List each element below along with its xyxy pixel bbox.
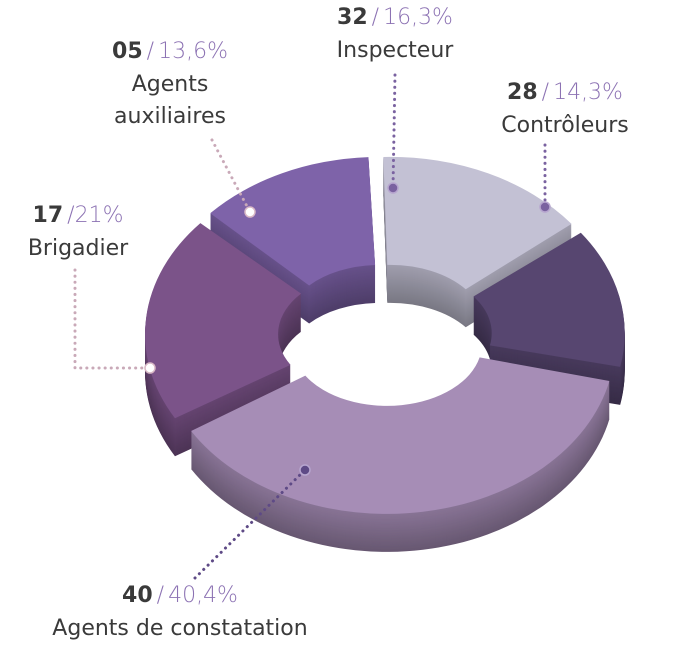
count-label: 32: [337, 5, 368, 30]
separator: /: [371, 5, 380, 30]
leader-dot: [144, 362, 156, 374]
slice-label: 05/13,6% Agents auxiliaires: [95, 36, 245, 133]
slice-label: 17/21% Brigadier: [28, 200, 128, 265]
slice: [210, 157, 376, 286]
value-label: 13,6%: [158, 39, 228, 64]
count-label: 28: [507, 80, 538, 105]
leader-line: [391, 73, 397, 190]
category-label: Agents de constatation: [52, 616, 308, 641]
separator: /: [146, 39, 155, 64]
slice: [191, 357, 610, 514]
value-label: 14,3%: [553, 80, 623, 105]
slice: [145, 223, 302, 419]
category-label: Brigadier: [27, 236, 129, 261]
leader-line: [73, 268, 152, 370]
value-label: 40,4%: [168, 583, 238, 608]
count-label: 05: [112, 39, 143, 64]
slice-label: 28/14,3% Contrôleurs: [501, 77, 629, 142]
slice-label: 40/40,4% Agents de constatation: [52, 580, 307, 645]
leader-line: [193, 468, 307, 580]
separator: /: [67, 203, 75, 228]
category-label: Contrôleurs: [501, 113, 629, 138]
slice: [383, 156, 572, 290]
leader-dot: [539, 201, 551, 213]
count-label: 40: [122, 583, 153, 608]
separator: /: [156, 583, 165, 608]
value-label: 16,3%: [383, 5, 453, 30]
leader-dot: [387, 182, 399, 194]
category-label: Inspecteur: [336, 38, 454, 63]
value-label: 21%: [74, 203, 124, 228]
slice-label: 32/16,3% Inspecteur: [337, 2, 454, 67]
separator: /: [541, 80, 550, 105]
leader-dot: [244, 206, 256, 218]
leader-dot: [299, 464, 311, 476]
count-label: 17: [32, 203, 64, 228]
slice: [473, 232, 625, 367]
category-label: Agents auxiliaires: [114, 72, 226, 129]
leader-line: [210, 138, 252, 214]
